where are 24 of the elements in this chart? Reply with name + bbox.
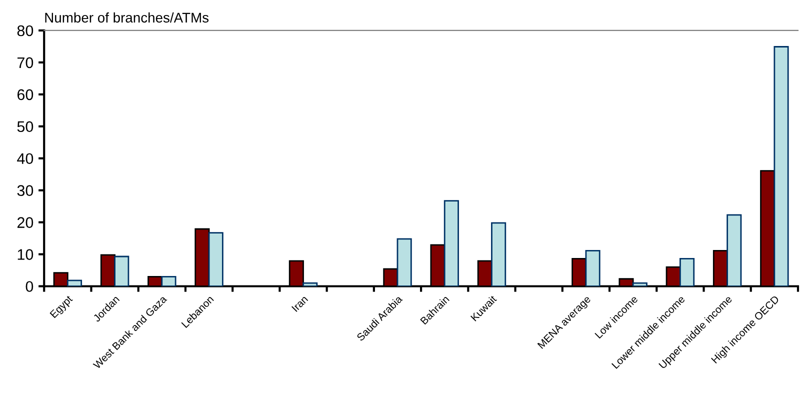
y-tick-label: 0 [26,281,34,292]
y-tick-label: 10 [18,249,34,260]
x-tick-label: Iran [292,295,308,312]
y-tick-label: 70 [17,57,34,68]
bar [726,214,742,286]
bar [774,46,789,286]
bar [491,222,506,286]
bar [632,282,648,286]
bar [161,276,176,286]
y-tick-label: 80 [17,25,34,36]
y-tick-label: 20 [17,217,34,228]
y-axis-title: Number of branches/ATMs [45,12,209,23]
y-tick-label: 30 [17,185,34,196]
bar [444,200,459,286]
y-tick-label: 60 [17,89,34,100]
bar [585,250,600,286]
bar [66,280,82,286]
y-tick-label: 40 [17,153,34,164]
bar [396,238,412,286]
bar [208,232,224,286]
bar [680,258,695,286]
bar [114,256,130,286]
y-tick-label: 50 [17,121,34,132]
bar [302,282,318,286]
